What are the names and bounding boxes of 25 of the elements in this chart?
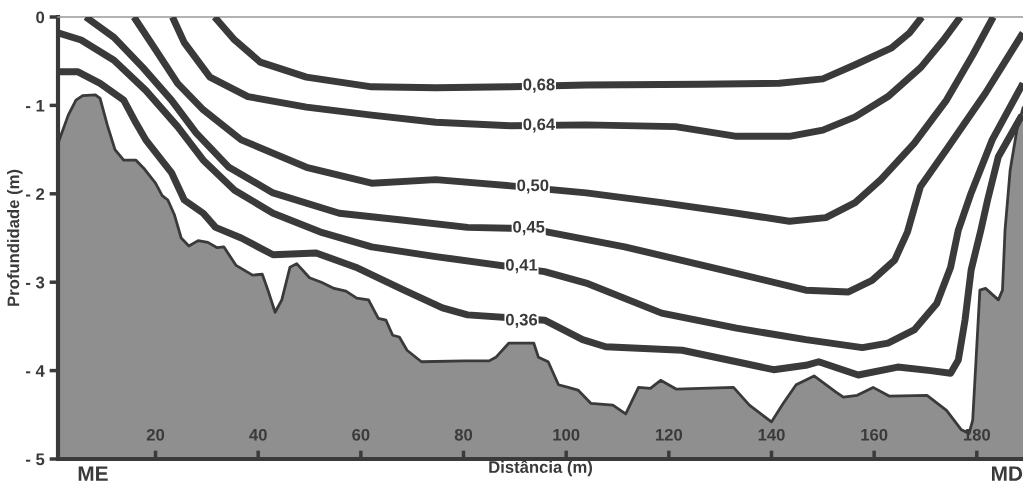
x-tick-label: 140 xyxy=(758,428,785,441)
x-tick-label: 60 xyxy=(352,428,370,441)
annotation: 0,64 xyxy=(523,118,556,133)
x-tick-label: 160 xyxy=(861,428,888,441)
annotation: 0,50 xyxy=(517,179,549,194)
y-tick-label: - 2 xyxy=(26,188,45,200)
text: ME xyxy=(78,466,108,481)
x-axis-title: Distância (m) xyxy=(489,460,592,477)
annotation: 0,45 xyxy=(513,220,545,236)
annotation: 0,41 xyxy=(505,258,538,274)
annotation: 0,68 xyxy=(523,78,555,93)
x-tick-label: 20 xyxy=(146,428,165,441)
x-tick-label: 100 xyxy=(553,428,580,441)
y-tick-label: - 1 xyxy=(26,99,45,112)
y-tick-label: 0 xyxy=(36,11,45,24)
x-tick-label: 80 xyxy=(454,428,473,441)
y-tick-label: - 3 xyxy=(26,276,45,289)
x-tick-label: 40 xyxy=(249,428,267,441)
y-axis-title: Profundidade (m) xyxy=(7,169,23,306)
text: MD xyxy=(991,466,1023,481)
y-tick-label: - 4 xyxy=(26,365,45,377)
x-tick-label: 180 xyxy=(963,428,991,441)
annotation: 0,36 xyxy=(505,313,538,328)
x-tick-label: 120 xyxy=(655,428,683,441)
y-tick-label: - 5 xyxy=(26,453,45,466)
